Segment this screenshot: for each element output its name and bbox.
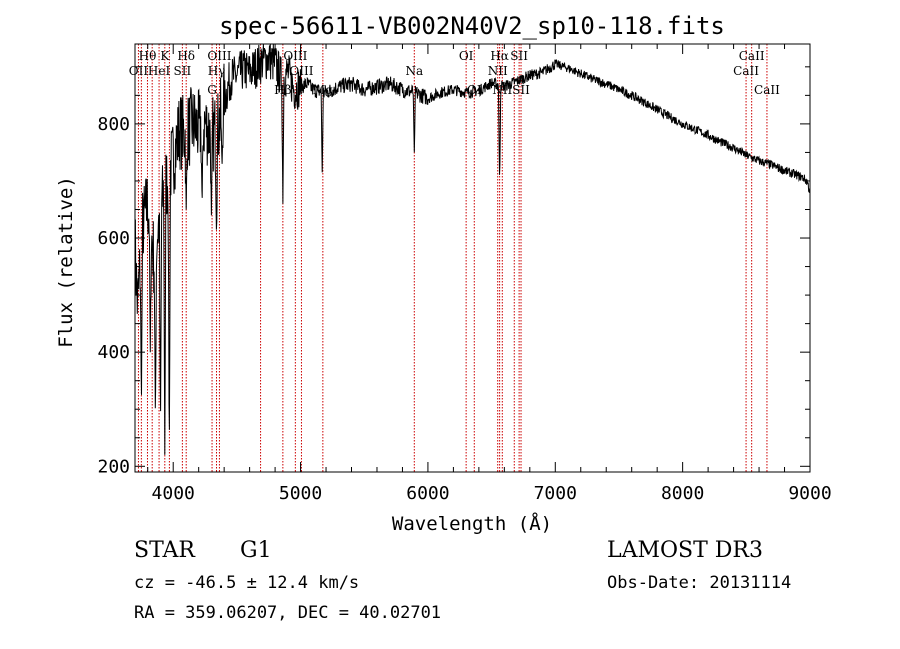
x-tick-label: 8000 [661, 483, 704, 504]
line-marker-label: SII [174, 64, 192, 78]
chart-title: spec-56611-VB002N40V2_sp10-118.fits [219, 12, 725, 40]
line-marker-label: OI [459, 49, 474, 63]
x-tick-label: 7000 [534, 483, 577, 504]
y-tick-label: 200 [97, 456, 130, 477]
observation-date: Obs-Date: 20131114 [607, 573, 792, 593]
x-tick-label: 6000 [406, 483, 449, 504]
line-marker-label: OII [129, 64, 149, 78]
line-marker-label: SII [512, 83, 530, 97]
coordinates-line: RA = 359.06207, DEC = 40.02701 [134, 603, 442, 623]
x-tick-label: 5000 [279, 483, 322, 504]
line-marker-label: G [207, 83, 217, 97]
line-marker-label: Hγ [208, 64, 226, 78]
line-marker-label: SII [510, 49, 528, 63]
x-tick-label: 4000 [152, 483, 195, 504]
y-axis-label: Flux (relative) [55, 176, 77, 348]
axes-frame [134, 43, 811, 473]
x-axis-label: Wavelength (Å) [392, 512, 552, 535]
line-marker-label: OIII [289, 64, 313, 78]
line-marker-label: HeI [148, 64, 171, 78]
line-marker-label: Hα [490, 49, 509, 63]
line-marker-label: NII [488, 64, 508, 78]
object-class: STAR [134, 538, 195, 563]
redshift-line: cz = -46.5 ± 12.4 km/s [134, 573, 360, 593]
line-marker-group [137, 44, 768, 472]
y-tick-label: 600 [97, 228, 130, 249]
line-marker-label: Hβ [274, 83, 291, 97]
y-tick-label: 400 [97, 342, 130, 363]
line-marker-label: Hθ [139, 49, 157, 63]
x-tick-label: 9000 [788, 483, 831, 504]
line-marker-label: K [160, 49, 170, 63]
line-marker-label: CaII [733, 64, 759, 78]
line-marker-label: Hδ [177, 49, 195, 63]
axis-ticks: 4000 5000 6000 7000 8000 9000 200 400 600 800 [97, 44, 832, 504]
line-marker-label: OIII [207, 49, 231, 63]
survey-name: LAMOST DR3 [607, 538, 763, 563]
line-marker-label: CaII [739, 49, 765, 63]
line-marker-label: CaII [754, 83, 780, 97]
spectrum-line [134, 43, 811, 455]
y-tick-label: 800 [97, 114, 130, 135]
line-marker-label: Na [405, 64, 423, 78]
object-subclass: G1 [240, 538, 272, 563]
